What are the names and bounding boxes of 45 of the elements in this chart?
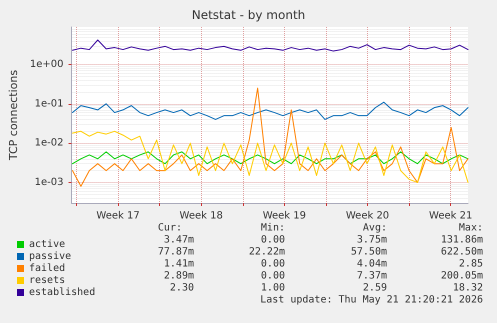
legend-label: active — [29, 239, 66, 250]
text: 1.41m — [164, 258, 194, 270]
text: 131.86m — [440, 234, 483, 246]
x-tick-label: Week 17 — [96, 210, 140, 222]
text: Max: — [458, 222, 483, 234]
x-tick-label: Week 18 — [180, 210, 223, 222]
text: 2.59 — [362, 282, 387, 294]
text: 2.30 — [170, 282, 194, 294]
text: 0.00 — [260, 258, 285, 270]
line-series — [72, 130, 468, 183]
x-tick-label: Week 20 — [346, 210, 390, 222]
text: 0.00 — [260, 270, 285, 282]
text: 1.00 — [260, 282, 285, 294]
legend-label: resets — [29, 275, 66, 286]
legend-label: established — [29, 287, 96, 298]
y-tick-label: 1e-02 — [34, 138, 64, 149]
text: 622.50m — [440, 246, 483, 258]
legend-label: failed — [29, 263, 66, 274]
text: 2.85 — [458, 258, 483, 270]
text: Min: — [260, 222, 285, 234]
text: 200.05m — [440, 270, 483, 282]
y-tick-label: 1e-03 — [34, 176, 64, 188]
line-series — [72, 40, 468, 52]
x-tick-label: Week 19 — [262, 210, 306, 222]
line-series — [72, 151, 468, 164]
text: 3.75m — [356, 234, 387, 246]
text: 22.22m — [248, 246, 285, 258]
text: 77.87m — [158, 246, 194, 258]
text: 18.32 — [452, 282, 483, 294]
y-tick-label: 1e+00 — [30, 59, 64, 70]
text: Cur: — [158, 222, 182, 234]
text: 4.04m — [356, 258, 387, 270]
text: 2.89m — [164, 270, 194, 282]
x-tick-label: Week 21 — [429, 210, 472, 222]
text: 57.50m — [350, 246, 387, 258]
text: 3.47m — [164, 234, 194, 246]
text: Last update: Thu May 21 21:20:21 2026 — [260, 294, 483, 306]
chart-title: Netstat - by month — [192, 8, 306, 22]
legend-label: passive — [29, 251, 72, 262]
y-tick-label: 1e-01 — [34, 98, 64, 110]
text: Avg: — [362, 222, 387, 234]
text: 0.00 — [260, 234, 285, 246]
y-axis-title: TCP connections — [7, 70, 20, 162]
text: 7.37m — [356, 270, 387, 282]
line-series — [72, 102, 468, 120]
